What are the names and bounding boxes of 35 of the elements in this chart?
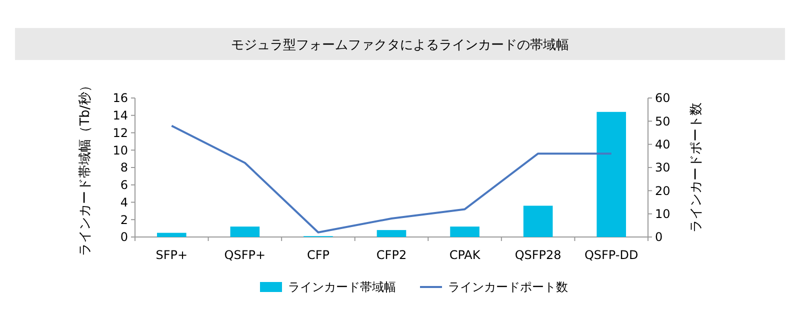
y-tick-label: 10	[112, 143, 128, 158]
bar	[596, 112, 626, 237]
y2-tick-label: 20	[655, 184, 670, 198]
y2-tick-label: 60	[655, 91, 670, 106]
x-tick-label: CPAK	[449, 248, 482, 262]
chart-title: モジュラ型フォームファクタによるラインカードの帯域幅	[231, 38, 569, 53]
legend-label: ラインカードポート数	[448, 280, 568, 294]
y2-tick-label: 0	[655, 230, 663, 244]
y-tick-label: 4	[120, 195, 128, 210]
bar	[450, 226, 480, 237]
y-tick-label: 14	[112, 108, 128, 123]
y2-tick-label: 40	[655, 138, 670, 152]
x-tick-label: CFP2	[376, 248, 407, 262]
y-tick-label: 8	[120, 160, 128, 175]
x-tick-label: QSFP+	[224, 248, 266, 262]
y-tick-label: 0	[120, 230, 128, 244]
line-series	[170, 124, 612, 234]
x-tick-label: SFP+	[156, 248, 188, 262]
bar	[523, 206, 553, 237]
y2-axis-title: ラインカードポート数	[689, 102, 704, 232]
bar	[230, 226, 260, 237]
bar	[376, 230, 406, 237]
x-tick-label: QSFP-DD	[584, 248, 638, 262]
y2-tick-label: 50	[655, 114, 670, 128]
x-tick-label: QSFP28	[514, 248, 562, 262]
y-tick-label: 12	[112, 126, 128, 140]
x-tick-label: CFP	[306, 248, 330, 262]
y2-tick-label: 30	[655, 160, 670, 175]
y-tick-label: 16	[112, 91, 128, 106]
y-tick-label: 6	[120, 178, 128, 192]
y2-tick-label: 10	[655, 207, 670, 222]
y-axis-title: ラインカード帯域幅（Tb/秒）	[78, 79, 93, 256]
y-tick-label: 2	[120, 212, 128, 227]
legend-label: ラインカード帯域幅	[288, 280, 396, 294]
bar	[156, 232, 186, 237]
